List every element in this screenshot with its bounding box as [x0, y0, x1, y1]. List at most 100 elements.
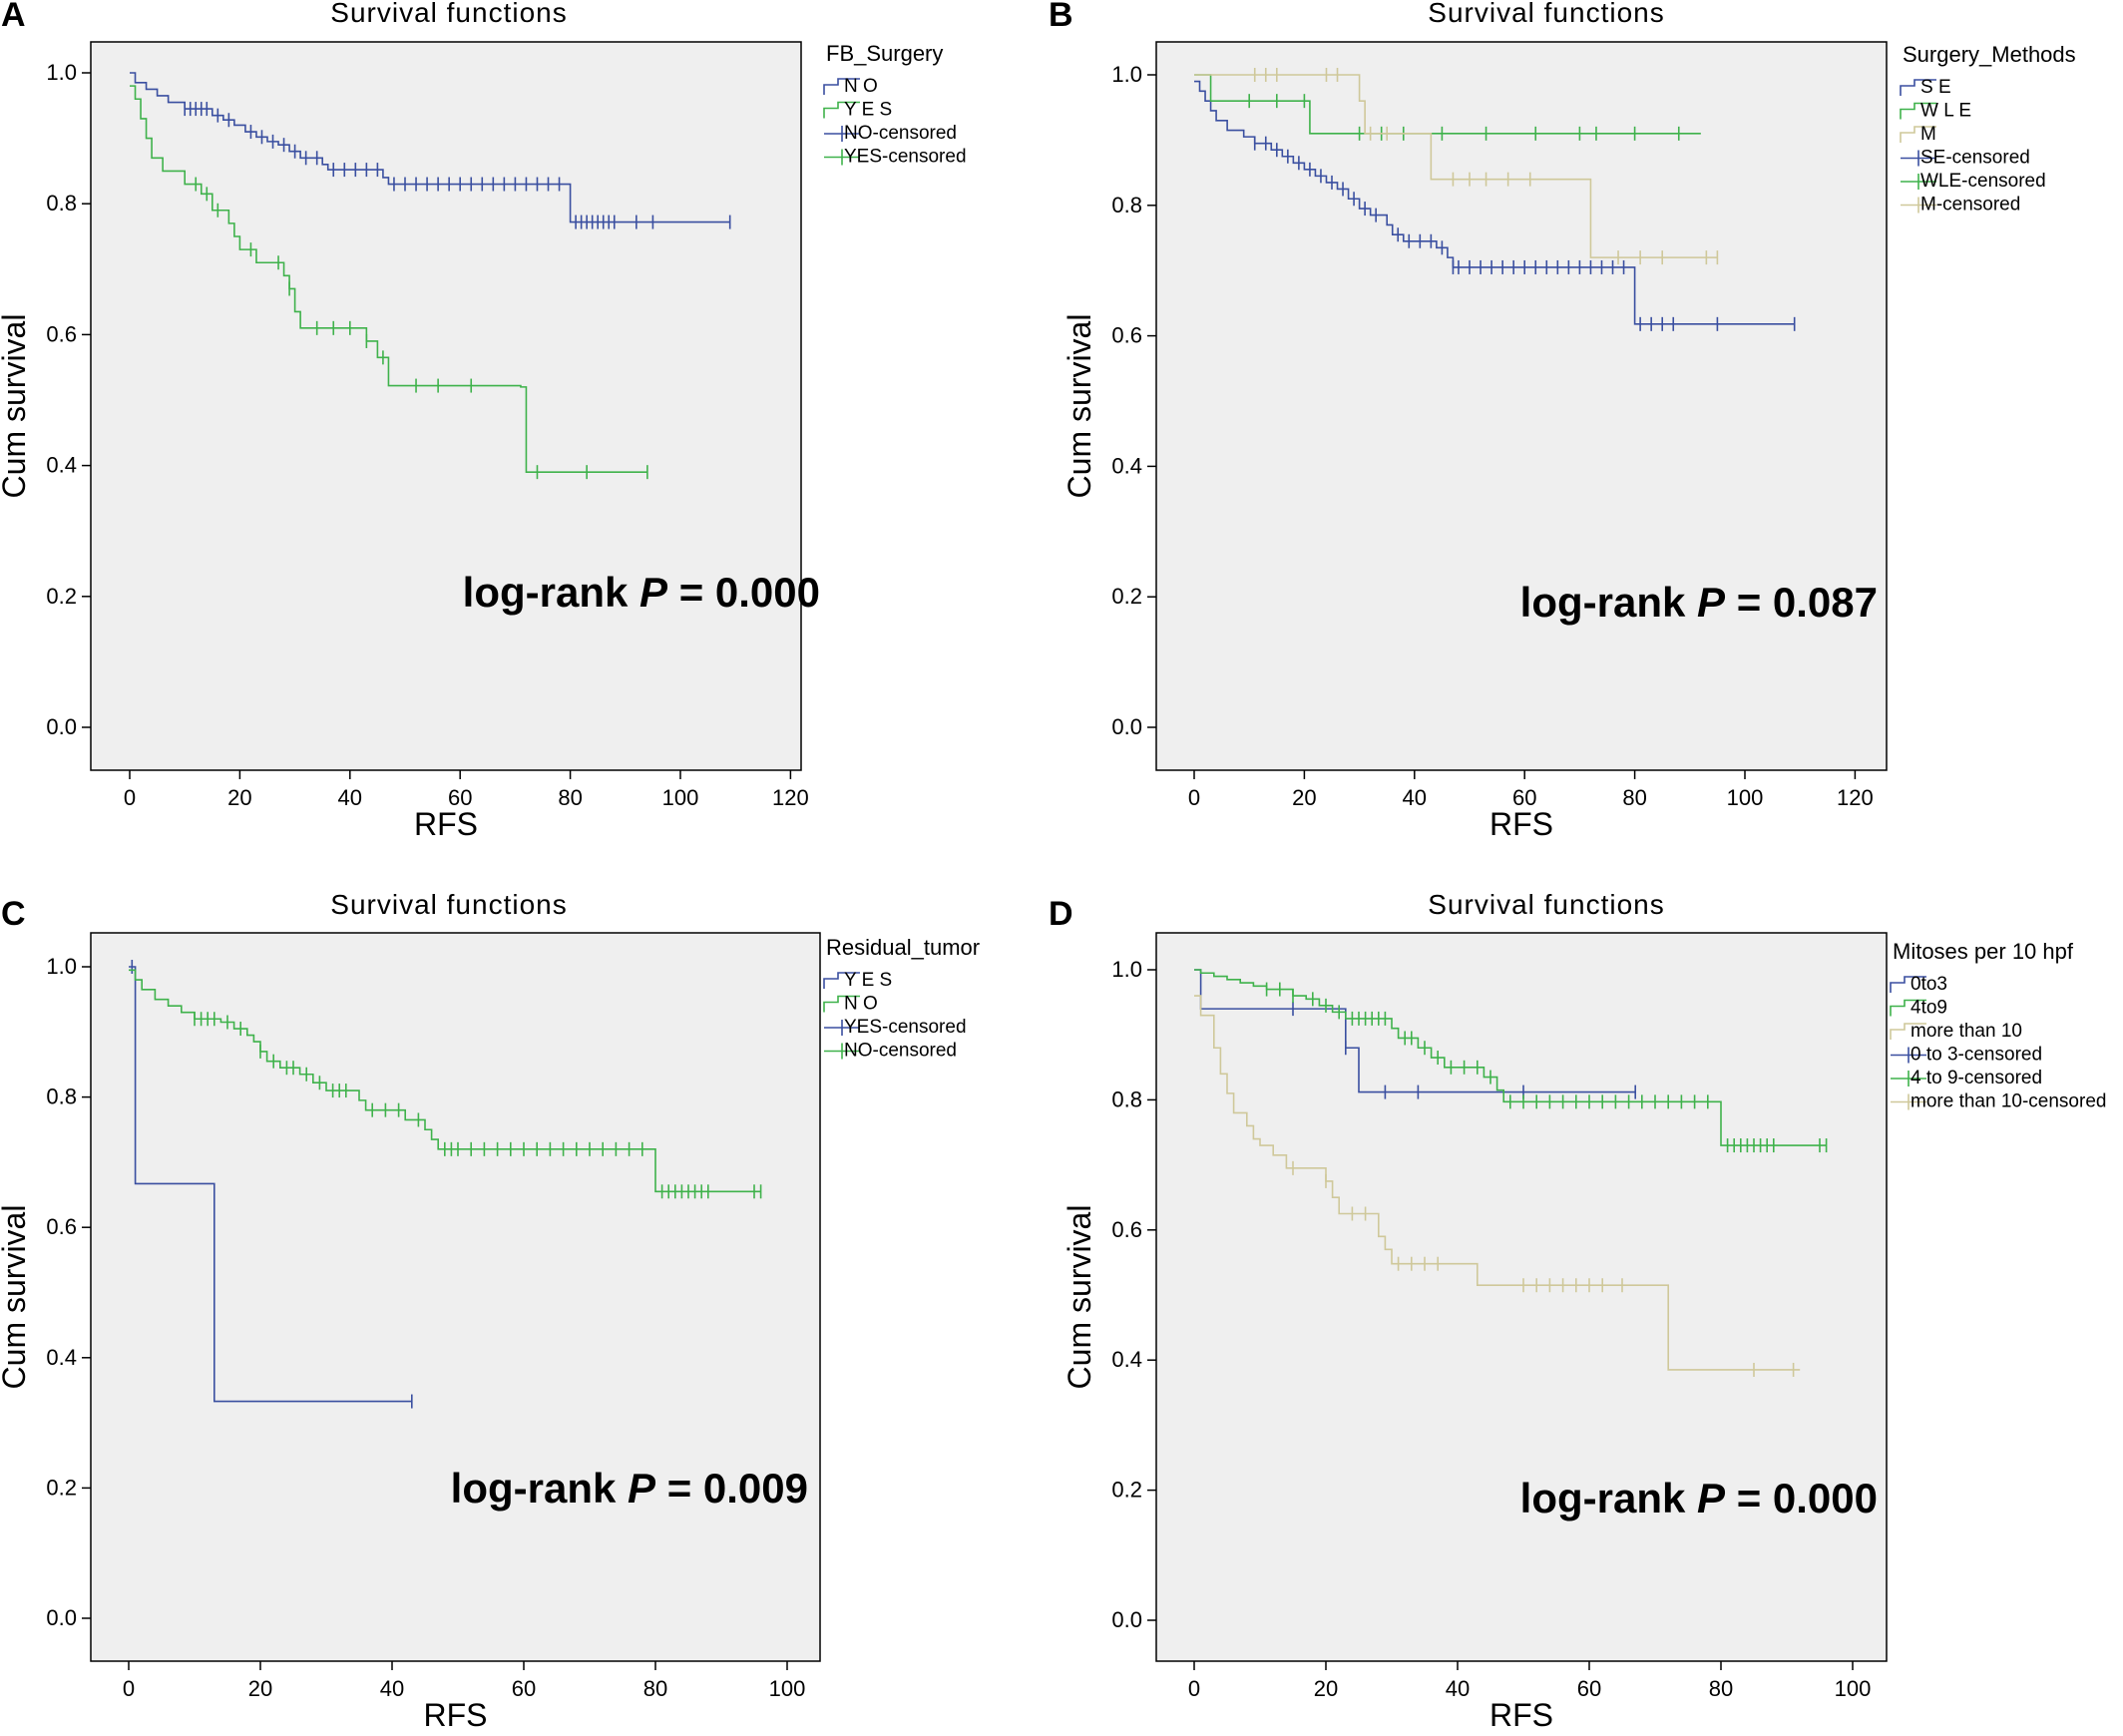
legend-item: M — [1900, 124, 1936, 145]
panel-d: D Survival functions 0.0 0.2 0.4 0.6 0.8 1.0 0 20… — [1049, 889, 2106, 1733]
legend-item: Y E S — [823, 970, 892, 991]
legend-step-swatch — [823, 995, 860, 1013]
y-tick-label: 0.8 — [1111, 193, 1142, 217]
x-tick-label: 80 — [1709, 1676, 1733, 1701]
panel-letter: C — [1, 895, 26, 933]
y-tick-label: 0.0 — [46, 1605, 77, 1630]
legend-item: 4to9 — [1890, 998, 1947, 1019]
annotation-prefix: log-rank — [463, 569, 639, 616]
survival-step-line — [1194, 74, 1718, 258]
legend-label: WLE-censored — [1920, 171, 2046, 192]
y-tick-label: 0.4 — [46, 1345, 77, 1370]
legend-label: M — [1920, 124, 1936, 145]
legend-step-swatch — [823, 972, 860, 989]
legend-step-swatch — [1890, 999, 1926, 1017]
y-tick-label: 0.2 — [46, 1475, 77, 1500]
y-tick-label: 1.0 — [1111, 957, 1142, 982]
y-tick-label: 0.0 — [46, 714, 77, 739]
x-axis-label: RFS — [1489, 1697, 1553, 1733]
plot-area — [1155, 932, 1888, 1662]
survival-step-line — [1194, 995, 1801, 1371]
y-tick-label: 0.0 — [1111, 1607, 1142, 1632]
legend-item: M-censored — [1901, 195, 2020, 216]
log-rank-annotation: log-rank P = 0.000 — [1520, 1475, 1878, 1521]
log-rank-annotation: log-rank P = 0.087 — [1520, 579, 1878, 626]
x-axis-label: RFS — [1489, 806, 1553, 842]
annotation-value: = 0.000 — [1725, 1475, 1878, 1521]
legend-label: more than 10-censored — [1911, 1091, 2106, 1112]
y-tick-label: 0.6 — [46, 321, 77, 346]
legend-label: YES-censored — [844, 1017, 967, 1038]
legend-item: more than 10 — [1890, 1021, 2022, 1042]
x-tick-label: 120 — [772, 785, 809, 810]
x-tick-label: 20 — [248, 1676, 272, 1701]
legend-step-swatch — [1890, 1023, 1926, 1040]
y-tick-label: 0.2 — [1111, 1478, 1142, 1503]
series-m — [1194, 68, 1719, 265]
y-tick-label: 0.6 — [1111, 323, 1142, 348]
survival-step-line — [1194, 969, 1636, 1093]
legend-step-swatch — [823, 78, 860, 95]
survival-step-line — [129, 966, 412, 1403]
y-tick-label: 0.6 — [46, 1214, 77, 1239]
x-tick-label: 80 — [1622, 785, 1646, 810]
series-0to3 — [1194, 969, 1636, 1099]
panel-b: B Survival functions 0.0 0.2 0.4 0.6 0.8 1.0 0 20… — [1049, 0, 2076, 842]
legend-step-swatch — [1900, 126, 1936, 143]
x-tick-label: 0 — [1188, 785, 1200, 810]
chart-title: Survival functions — [330, 889, 567, 920]
annotation-value: = 0.009 — [655, 1465, 808, 1512]
legend-step-swatch — [1890, 976, 1926, 993]
log-rank-annotation: log-rank P = 0.000 — [463, 569, 820, 616]
x-tick-label: 20 — [1292, 785, 1316, 810]
legend-item: NO-censored — [824, 1041, 957, 1062]
y-tick-label: 0.4 — [1111, 453, 1142, 478]
plot-area — [90, 932, 821, 1662]
legend-label: M-censored — [1920, 195, 2020, 216]
y-tick-label: 1.0 — [1111, 62, 1142, 87]
legend-label: W L E — [1920, 101, 1971, 122]
x-tick-label: 60 — [448, 785, 472, 810]
x-tick-label: 60 — [1577, 1676, 1601, 1701]
legend-item: 0 to 3-censored — [1891, 1045, 2042, 1066]
panel-letter: B — [1049, 0, 1073, 34]
x-tick-label: 80 — [643, 1676, 667, 1701]
legend-label: more than 10 — [1911, 1021, 2022, 1042]
legend-item: 0to3 — [1890, 974, 1947, 995]
y-tick-label: 0.6 — [1111, 1217, 1142, 1242]
legend-label: 0 to 3-censored — [1911, 1045, 2042, 1066]
panel-a: A Survival functions 0.0 0.2 0.4 0.6 0.8 1.0 0 20… — [0, 0, 967, 842]
legend-label: 4 to 9-censored — [1911, 1068, 2042, 1088]
legend-item: W L E — [1900, 101, 1971, 122]
panel-c: C Survival functions 0.0 0.2 0.4 0.6 0.8 1.0 0 20… — [0, 889, 980, 1733]
legend-item: more than 10-censored — [1891, 1091, 2106, 1112]
y-tick-label: 0.2 — [46, 584, 77, 609]
x-tick-label: 100 — [662, 785, 699, 810]
chart-title: Survival functions — [1428, 0, 1664, 28]
y-tick-label: 1.0 — [46, 954, 77, 979]
series-morethan10 — [1194, 995, 1801, 1377]
legend-title: FB_Surgery — [826, 41, 943, 66]
annotation-p: P — [628, 1465, 656, 1512]
y-axis-label: Cum survival — [0, 1205, 32, 1390]
legend-label: YES-censored — [844, 147, 967, 168]
survival-step-line — [129, 969, 761, 1193]
legend-item: N O — [823, 994, 878, 1015]
x-tick-label: 100 — [1727, 785, 1764, 810]
legend-step-swatch — [823, 101, 860, 119]
x-tick-label: 40 — [1446, 1676, 1470, 1701]
y-tick-label: 0.8 — [1111, 1086, 1142, 1111]
legend-title: Mitoses per 10 hpf — [1893, 939, 2074, 964]
x-tick-label: 20 — [227, 785, 251, 810]
x-tick-label: 40 — [338, 785, 362, 810]
legend-label: SE-censored — [1920, 148, 2030, 169]
chart-title: Survival functions — [330, 0, 567, 28]
y-axis-label: Cum survival — [1062, 1205, 1097, 1390]
series-se — [1194, 80, 1796, 331]
plot-area — [90, 41, 802, 771]
x-tick-label: 40 — [380, 1676, 404, 1701]
legend-label: Y E S — [844, 100, 892, 121]
